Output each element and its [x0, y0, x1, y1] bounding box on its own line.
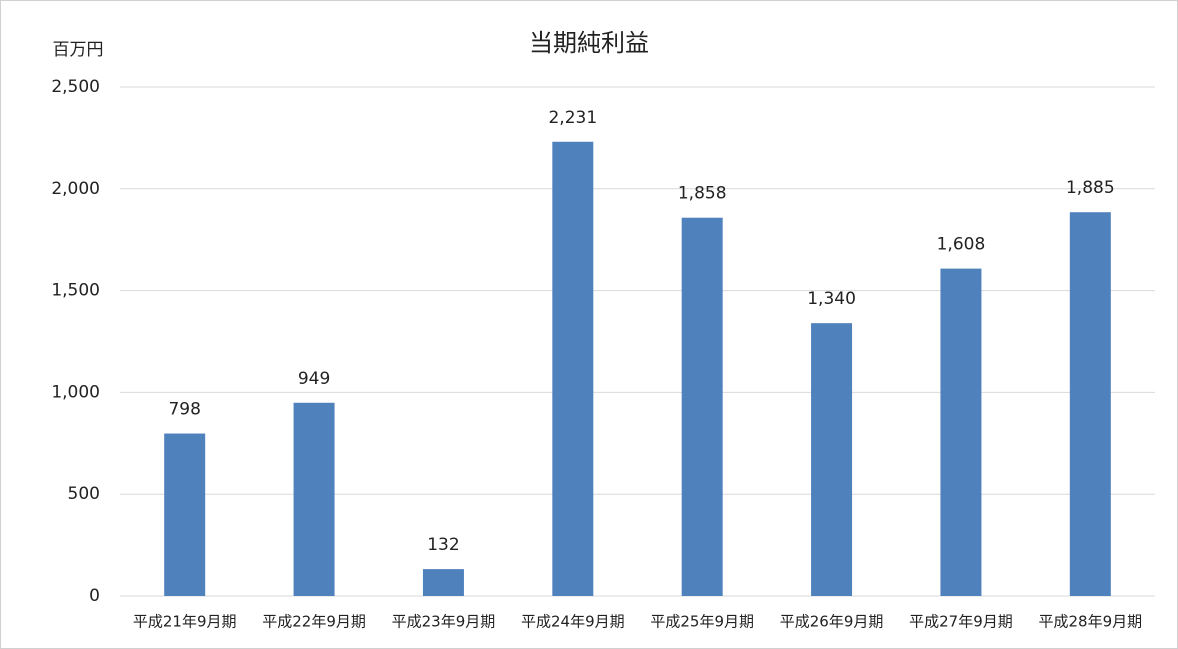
value-label: 798	[168, 400, 200, 420]
x-tick-label: 平成21年9月期	[133, 613, 237, 631]
x-tick-label: 平成27年9月期	[909, 613, 1013, 631]
y-tick-label: 1,500	[51, 281, 100, 301]
value-label: 2,231	[548, 108, 597, 128]
x-tick-label: 平成28年9月期	[1038, 613, 1142, 631]
bar	[293, 402, 335, 596]
y-tick-label: 2,000	[51, 179, 100, 199]
bar	[552, 141, 594, 596]
y-tick-label: 2,500	[51, 77, 100, 97]
bar	[1069, 212, 1111, 597]
x-tick-label: 平成23年9月期	[392, 613, 496, 631]
bar	[422, 569, 464, 596]
x-tick-label: 平成26年9月期	[780, 613, 884, 631]
value-label: 1,608	[937, 235, 986, 255]
x-tick-label: 平成24年9月期	[521, 613, 625, 631]
value-label: 949	[298, 369, 330, 389]
y-tick-label: 0	[89, 586, 100, 606]
y-tick-label: 500	[68, 484, 100, 504]
value-label: 1,858	[678, 184, 727, 204]
x-tick-label: 平成25年9月期	[650, 613, 754, 631]
value-label: 132	[427, 535, 459, 555]
bar	[164, 433, 206, 596]
chart-title: 当期純利益	[529, 29, 649, 57]
bar	[940, 268, 982, 596]
bar	[681, 217, 723, 597]
value-label: 1,885	[1066, 178, 1115, 198]
x-tick-label: 平成22年9月期	[262, 613, 366, 631]
y-tick-label: 1,000	[51, 382, 100, 402]
y-axis-label: 百万円	[53, 40, 104, 60]
bar	[811, 323, 853, 596]
value-label: 1,340	[807, 289, 856, 309]
